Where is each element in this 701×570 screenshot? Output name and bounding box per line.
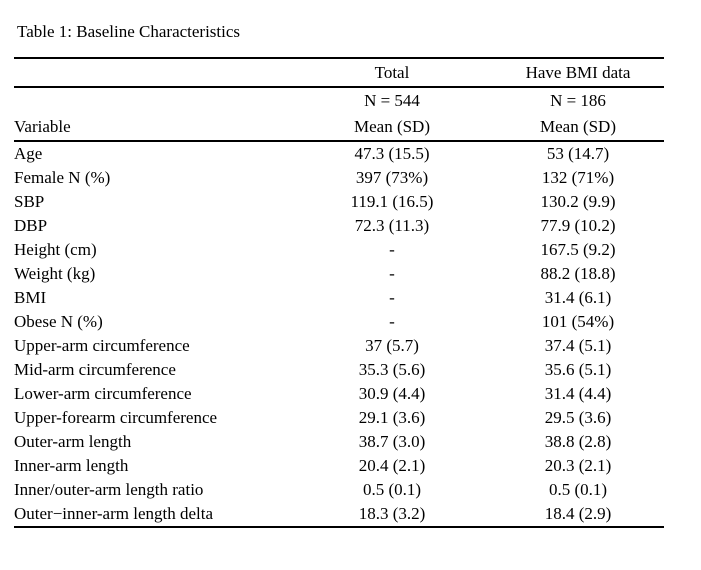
document-page: Table 1: Baseline Characteristics Total …	[0, 21, 701, 570]
total-value: 119.1 (16.5)	[350, 192, 434, 211]
total-value: 35.3 (5.6)	[358, 360, 426, 379]
row-label: DBP	[14, 216, 48, 235]
total-group-header: Total	[374, 62, 410, 82]
row-label: Obese N (%)	[14, 312, 103, 331]
bmi-value: 88.2 (18.8)	[540, 264, 616, 283]
table-row: Age 47.3 (15.5) 53 (14.7)	[14, 141, 664, 166]
table-row: Mid-arm circumference 35.3 (5.6) 35.6 (5.1…	[14, 358, 664, 382]
bmi-value: 132 (71%)	[541, 168, 615, 187]
table-row: Outer-arm length 38.7 (3.0) 38.8 (2.8)	[14, 430, 664, 454]
total-sample-size: N = 544	[364, 91, 420, 110]
bmi-value: 35.6 (5.1)	[544, 360, 612, 379]
variable-column-header: Variable	[14, 117, 71, 136]
bmi-value: 37.4 (5.1)	[544, 336, 612, 355]
row-label: Inner/outer-arm length ratio	[14, 480, 204, 499]
bmi-value: 31.4 (4.4)	[544, 384, 612, 403]
row-label: Age	[14, 144, 43, 163]
bmi-value: 31.4 (6.1)	[544, 288, 612, 307]
bmi-mean-sd-header: Mean (SD)	[539, 117, 616, 136]
table-body: Age 47.3 (15.5) 53 (14.7) Female N (%) 397 (…	[14, 141, 664, 527]
table-row: Lower-arm circumference 30.9 (4.4) 31.4 (4…	[14, 382, 664, 406]
bmi-group-header: Have BMI data	[525, 62, 631, 82]
table-row: Weight (kg) - 88.2 (18.8)	[14, 262, 664, 286]
bmi-value: 53 (14.7)	[546, 144, 610, 163]
row-label: Weight (kg)	[14, 264, 96, 283]
bmi-value: 77.9 (10.2)	[540, 216, 616, 235]
total-value: 0.5 (0.1)	[362, 480, 422, 499]
total-value: -	[389, 240, 395, 259]
row-label: Lower-arm circumference	[14, 384, 192, 403]
table-caption: Table 1: Baseline Characteristics	[17, 22, 241, 41]
total-value: -	[389, 312, 395, 331]
baseline-characteristics-table: Total Have BMI data N = 544 N = 186 Vari…	[14, 57, 664, 528]
sample-size-row: N = 544 N = 186	[14, 87, 664, 114]
total-value: 38.7 (3.0)	[358, 432, 426, 451]
table-row: SBP 119.1 (16.5) 130.2 (9.9)	[14, 190, 664, 214]
table-row: Obese N (%) - 101 (54%)	[14, 310, 664, 334]
row-label: Female N (%)	[14, 168, 111, 187]
total-value: 18.3 (3.2)	[358, 504, 426, 523]
bmi-value: 29.5 (3.6)	[544, 408, 612, 427]
bmi-value: 130.2 (9.9)	[540, 192, 616, 211]
row-label: Outer-arm length	[14, 432, 132, 451]
bmi-value: 167.5 (9.2)	[540, 240, 616, 259]
total-mean-sd-header: Mean (SD)	[353, 117, 430, 136]
empty-header-cell	[14, 87, 292, 114]
column-label-row: Variable Mean (SD) Mean (SD)	[14, 114, 664, 141]
table-header: Total Have BMI data N = 544 N = 186 Vari…	[14, 58, 664, 141]
table-row: DBP 72.3 (11.3) 77.9 (10.2)	[14, 214, 664, 238]
row-label: SBP	[14, 192, 45, 211]
empty-header-cell	[14, 58, 292, 87]
total-value: 30.9 (4.4)	[358, 384, 426, 403]
row-label: Outer−inner-arm length delta	[14, 504, 214, 523]
table-row: Upper-forearm circumference 29.1 (3.6) 29.…	[14, 406, 664, 430]
total-value: 397 (73%)	[355, 168, 429, 187]
column-group-row: Total Have BMI data	[14, 58, 664, 87]
bmi-value: 20.3 (2.1)	[544, 456, 612, 475]
row-label: Inner-arm length	[14, 456, 129, 475]
table-row: Outer−inner-arm length delta 18.3 (3.2) 18…	[14, 502, 664, 527]
total-value: -	[389, 264, 395, 283]
table-row: Upper-arm circumference 37 (5.7) 37.4 (5.1…	[14, 334, 664, 358]
row-label: Upper-forearm circumference	[14, 408, 218, 427]
bmi-value: 18.4 (2.9)	[544, 504, 612, 523]
row-label: Upper-arm circumference	[14, 336, 190, 355]
total-value: 37 (5.7)	[365, 336, 419, 355]
table-row: Inner-arm length 20.4 (2.1) 20.3 (2.1)	[14, 454, 664, 478]
bmi-value: 38.8 (2.8)	[544, 432, 612, 451]
total-value: 47.3 (15.5)	[354, 144, 430, 163]
table-row: Inner/outer-arm length ratio 0.5 (0.1) 0.5…	[14, 478, 664, 502]
total-value: 20.4 (2.1)	[358, 456, 426, 475]
row-label: Mid-arm circumference	[14, 360, 176, 379]
table-row: Height (cm) - 167.5 (9.2)	[14, 238, 664, 262]
total-value: -	[389, 288, 395, 307]
table-row: BMI - 31.4 (6.1)	[14, 286, 664, 310]
bmi-value: 101 (54%)	[541, 312, 615, 331]
row-label: Height (cm)	[14, 240, 97, 259]
total-value: 29.1 (3.6)	[358, 408, 426, 427]
bmi-value: 0.5 (0.1)	[548, 480, 608, 499]
row-label: BMI	[14, 288, 47, 307]
table-row: Female N (%) 397 (73%) 132 (71%)	[14, 166, 664, 190]
total-value: 72.3 (11.3)	[354, 216, 430, 235]
bmi-sample-size: N = 186	[550, 91, 606, 110]
